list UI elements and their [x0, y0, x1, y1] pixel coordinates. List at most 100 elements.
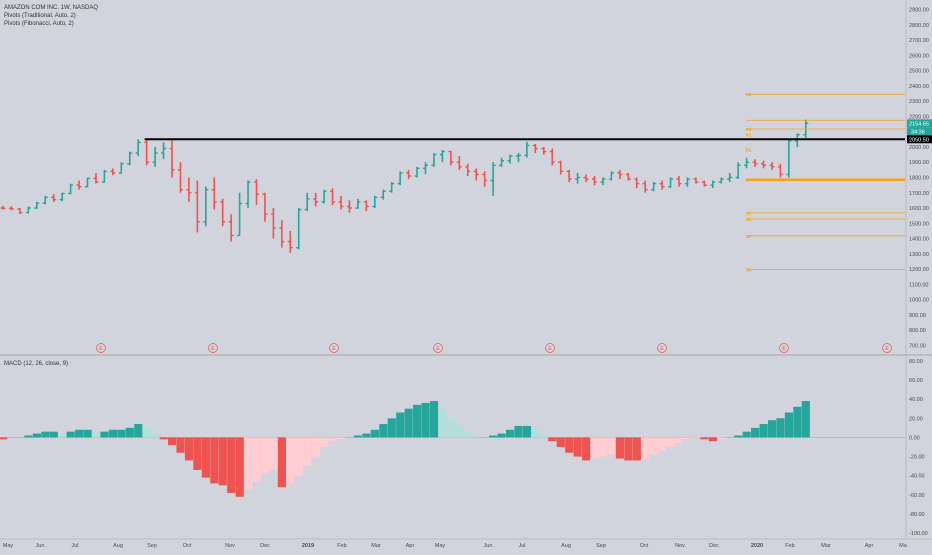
pivots-traditional-label[interactable]: Pivots (Traditional, Auto, 2)	[4, 13, 76, 19]
macd-bar	[41, 431, 50, 438]
price-tick-label: 2500.00	[909, 69, 929, 75]
macd-bar	[582, 437, 591, 461]
macd-bar	[91, 433, 101, 438]
macd-bar	[168, 437, 177, 446]
time-tick-label: Apr	[406, 543, 415, 549]
price-tick-label: 2400.00	[909, 84, 929, 90]
earnings-label: E	[436, 346, 440, 352]
macd-bar	[387, 418, 396, 438]
macd-bar	[320, 437, 329, 447]
time-axis[interactable]: May Jun Jul Aug Sep Oct Nov Dec 2019 Feb Mar Apr May…	[0, 538, 932, 549]
price-tick-label: 1900.00	[909, 160, 929, 166]
macd-bar	[379, 424, 388, 438]
pivot-label: R2	[746, 127, 752, 132]
time-tick-label: Jul	[518, 543, 525, 549]
time-tick-label: Feb	[337, 543, 346, 549]
macd-tick-label: -100.00	[909, 531, 928, 537]
macd-legend[interactable]: MACD (12, 26, close, 9)	[4, 360, 68, 368]
time-tick-label: Oct	[640, 543, 649, 549]
macd-bar	[201, 437, 210, 478]
last-price-label: 2154.65	[909, 121, 929, 127]
macd-bar	[100, 431, 109, 438]
pivots-fibonacci-label[interactable]: Pivots (Fibonacci, Auto, 2)	[4, 21, 74, 27]
macd-bar	[184, 437, 194, 461]
pivot-label: S2	[746, 234, 752, 239]
time-tick-label: Feb	[785, 543, 794, 549]
macd-bar	[277, 437, 286, 488]
earnings-marker	[433, 343, 443, 353]
resistance-label: 2050.50	[909, 137, 929, 143]
macd-bar	[286, 437, 295, 484]
macd-bar	[556, 437, 565, 447]
macd-bar	[649, 437, 658, 455]
earnings-label: E	[885, 346, 889, 352]
macd-bar	[683, 437, 692, 440]
macd-bar	[598, 437, 608, 457]
price-tick-label: 700.00	[909, 343, 926, 349]
macd-bar	[0, 437, 8, 440]
time-tick-label: May	[435, 543, 446, 549]
macd-bar	[353, 435, 363, 438]
price-tick-label: 2700.00	[909, 38, 929, 44]
macd-axis[interactable]: 80.00 60.00 40.00 20.00 0.00 -20.00 -40.00 -60.…	[909, 359, 928, 537]
pivot-label: R1	[746, 132, 752, 137]
time-tick-label: Jun	[36, 543, 45, 549]
macd-bar	[742, 431, 751, 438]
earnings-marker	[657, 343, 667, 353]
last-price-badge	[907, 119, 932, 128]
macd-bar	[218, 437, 227, 486]
earnings-marker	[329, 343, 339, 353]
macd-bar	[793, 406, 802, 438]
price-tick-label: 1800.00	[909, 176, 929, 182]
macd-bar	[666, 437, 675, 447]
macd-bar	[489, 435, 498, 438]
macd-tick-label: 20.00	[909, 416, 923, 422]
macd-bar	[531, 429, 540, 438]
macd-bar	[514, 425, 523, 438]
price-tick-label: 1300.00	[909, 252, 929, 258]
price-tick-label: 900.00	[909, 313, 926, 319]
time-tick-label: Nov	[675, 543, 685, 549]
macd-title[interactable]: MACD (12, 26, close, 9)	[4, 361, 69, 367]
earnings-label: E	[211, 346, 215, 352]
macd-bar	[590, 437, 599, 459]
earnings-label: E	[782, 346, 786, 352]
macd-bar	[252, 437, 261, 482]
symbol-title[interactable]: AMAZON COM INC, 1W, NASDAQ	[4, 5, 99, 11]
macd-tick-label: 0.00	[909, 435, 920, 441]
macd-bar	[421, 402, 430, 438]
time-tick-label: 2019	[302, 543, 314, 549]
macd-bar	[303, 437, 312, 467]
symbol-legend[interactable]: AMAZON COM INC, 1W, NASDAQ Pivots (Tradi…	[4, 4, 98, 28]
time-tick-label: Jun	[484, 543, 493, 549]
price-tick-label: 2600.00	[909, 53, 929, 59]
earnings-marker	[882, 343, 892, 353]
macd-bar	[176, 437, 185, 453]
macd-bar	[472, 435, 481, 438]
price-tick-label: 2300.00	[909, 99, 929, 105]
macd-bar	[83, 429, 92, 438]
time-tick-label: Oct	[183, 543, 192, 549]
countdown-badge	[907, 127, 932, 136]
price-tick-label: 1500.00	[909, 221, 929, 227]
macd-tick-label: -80.00	[909, 512, 925, 518]
price-tick-label: 1200.00	[909, 267, 929, 273]
macd-bar	[294, 437, 303, 476]
time-tick-label: Aug	[113, 543, 123, 549]
macd-bar	[134, 424, 143, 438]
macd-bar	[370, 429, 379, 438]
time-tick-label: Ma	[899, 543, 908, 549]
macd-bar	[66, 431, 75, 438]
macd-bar	[244, 437, 253, 490]
macd-bar	[548, 437, 557, 442]
price-tick-label: 800.00	[909, 328, 926, 334]
macd-bar	[691, 437, 701, 439]
macd-tick-label: -40.00	[909, 474, 925, 480]
price-axis[interactable]: 700.00 800.00 900.00 1000.00 1100.00 1200.00 1…	[905, 0, 932, 538]
earnings-label: E	[332, 346, 336, 352]
price-tick-label: 1000.00	[909, 298, 929, 304]
